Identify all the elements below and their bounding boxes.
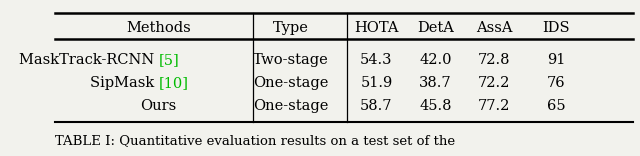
Text: 54.3: 54.3 — [360, 53, 393, 67]
Text: 72.2: 72.2 — [478, 76, 511, 90]
Text: 65: 65 — [547, 99, 566, 113]
Text: Methods: Methods — [126, 21, 191, 35]
Text: DetA: DetA — [417, 21, 454, 35]
Text: 58.7: 58.7 — [360, 99, 393, 113]
Text: One-stage: One-stage — [253, 99, 329, 113]
Text: Ours: Ours — [140, 99, 177, 113]
Text: 42.0: 42.0 — [419, 53, 452, 67]
Text: AssA: AssA — [476, 21, 513, 35]
Text: Two-stage: Two-stage — [253, 53, 329, 67]
Text: 51.9: 51.9 — [360, 76, 392, 90]
Text: 76: 76 — [547, 76, 566, 90]
Text: 91: 91 — [547, 53, 565, 67]
Text: One-stage: One-stage — [253, 76, 329, 90]
Text: IDS: IDS — [542, 21, 570, 35]
Text: 72.8: 72.8 — [478, 53, 511, 67]
Text: Type: Type — [273, 21, 309, 35]
Text: [5]: [5] — [159, 53, 179, 67]
Text: MaskTrack-RCNN: MaskTrack-RCNN — [19, 53, 159, 67]
Text: TABLE I: Quantitative evaluation results on a test set of the: TABLE I: Quantitative evaluation results… — [56, 134, 456, 147]
Text: SipMask: SipMask — [90, 76, 159, 90]
Text: 38.7: 38.7 — [419, 76, 452, 90]
Text: 77.2: 77.2 — [478, 99, 511, 113]
Text: 45.8: 45.8 — [419, 99, 452, 113]
Text: [10]: [10] — [159, 76, 189, 90]
Text: HOTA: HOTA — [354, 21, 399, 35]
